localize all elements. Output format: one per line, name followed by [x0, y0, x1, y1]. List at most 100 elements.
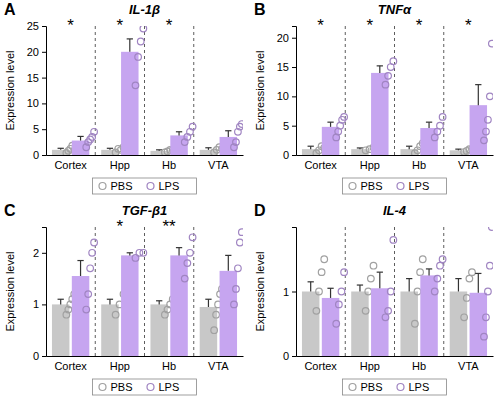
significance: * [67, 16, 74, 35]
data-point [466, 275, 473, 282]
data-point [338, 288, 345, 295]
y-tick-mark [42, 253, 46, 254]
legend-label: LPS [409, 381, 430, 393]
x-tick-label: Hb [162, 360, 176, 372]
bar [72, 276, 89, 356]
data-point [140, 250, 147, 257]
x-tick: Hb [162, 155, 176, 171]
error-cap [77, 260, 83, 261]
bar [121, 52, 138, 155]
x-tick-label: Cortex [304, 360, 337, 372]
x-axis: Cortex Hpp Hb VTA [297, 155, 494, 171]
y-tick: 25 [27, 20, 46, 32]
y-tick-label: 0 [283, 149, 289, 161]
legend-marker [147, 384, 154, 391]
y-tick-mark [292, 126, 296, 127]
bar [371, 288, 388, 356]
y-axis: 0510152025 [27, 20, 47, 161]
error-cap [406, 146, 412, 147]
legend-marker [397, 183, 404, 190]
bar [101, 304, 118, 356]
category-separator [345, 26, 346, 155]
error-bar [428, 122, 429, 128]
x-tick-label: Hb [412, 159, 426, 171]
y-tick: 20 [277, 32, 296, 44]
panel: AIL-1βExpression level0510152025CortexHp… [4, 1, 245, 194]
error-cap [377, 272, 383, 273]
y-tick-label: 0 [33, 350, 39, 362]
bar [170, 255, 187, 356]
error-bar [478, 85, 479, 106]
data-point [187, 250, 194, 257]
error-cap [426, 122, 432, 123]
data-point [414, 288, 421, 295]
y-tick: 2 [33, 247, 46, 259]
data-point [189, 234, 196, 241]
significance: * [117, 217, 124, 236]
data-point [112, 311, 119, 318]
data-point [481, 333, 488, 340]
y-tick: 10 [27, 97, 46, 109]
y-tick: 0 [283, 149, 296, 161]
title: TNFα [378, 2, 412, 17]
legend-label: PBS [111, 381, 133, 393]
data-point [213, 311, 220, 318]
y-axis-line [42, 27, 47, 156]
significance: * [166, 16, 173, 35]
y-tick-label: 2 [33, 247, 39, 259]
panel-label: B [254, 1, 266, 18]
data-point [233, 286, 240, 293]
legend-frame [93, 379, 197, 395]
bar [220, 271, 237, 356]
bar [322, 127, 339, 155]
legend-label: PBS [361, 180, 383, 192]
legend-frame [93, 178, 197, 194]
y-tick: 0 [283, 350, 296, 362]
x-axis: CortexHppHbVTA [47, 155, 244, 171]
y-tick-label: 0 [33, 149, 39, 161]
y-tick: 0 [33, 149, 46, 161]
error-bar [478, 273, 479, 292]
x-tick: Hpp [360, 155, 380, 171]
data-point [439, 114, 446, 121]
y-tick-mark [42, 103, 46, 104]
y-tick: 1 [283, 286, 296, 298]
data-point [437, 262, 444, 269]
y-axis: 05101520 [277, 27, 297, 162]
y-axis-line [292, 228, 297, 357]
y-tick: 5 [33, 123, 46, 135]
legend-marker [99, 183, 106, 190]
data-point [181, 275, 188, 282]
x-tick-label: VTA [458, 360, 479, 372]
data-point [85, 291, 92, 298]
significance: * [317, 16, 324, 35]
y-tick-mark [292, 356, 296, 357]
error-cap [176, 131, 182, 132]
y-tick-label: 1 [33, 298, 39, 310]
y-axis-title: Expression level [4, 251, 16, 331]
data-point [485, 117, 492, 124]
significance: * [117, 16, 124, 35]
x-tick: Hb [162, 356, 176, 372]
y-tick-mark [42, 52, 46, 53]
category-separator [95, 227, 96, 356]
data-point [368, 275, 375, 282]
x-tick: VTA [208, 356, 229, 372]
data-point [91, 239, 98, 246]
data-point [434, 275, 441, 282]
y-tick-mark [292, 155, 296, 156]
x-tick: Cortex [304, 155, 337, 171]
x-tick-label: VTA [458, 159, 479, 171]
y-tick: 15 [27, 72, 46, 84]
data-point [235, 265, 242, 272]
panel: CTGF-β1Expression level012CortexHppHbVTA… [4, 202, 245, 395]
data-point [231, 301, 238, 308]
legend-label: LPS [159, 180, 180, 192]
x-tick-label: Cortex [54, 159, 87, 171]
error-bar [458, 279, 459, 292]
legend-label: PBS [111, 180, 133, 192]
data-point [336, 301, 343, 308]
data-point [239, 121, 243, 128]
data-point [412, 320, 419, 327]
data-point [341, 269, 348, 276]
